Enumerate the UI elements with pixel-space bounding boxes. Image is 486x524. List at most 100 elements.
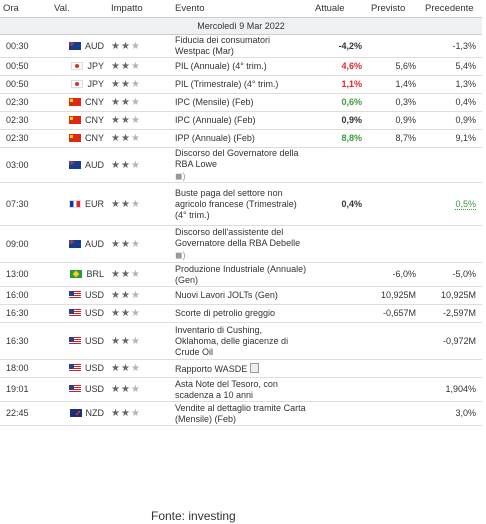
event-line: Nuovi Lavori JOLTs (Gen) (175, 290, 278, 300)
actual-cell: 4,6% (312, 57, 368, 76)
time-cell: 16:30 (0, 322, 51, 360)
time-cell: 09:00 (0, 225, 51, 263)
impact-star-icon: ★ (111, 363, 121, 374)
table-row[interactable]: 22:45 NZD ★★★ Vendite al dettaglio tramite … (0, 401, 482, 426)
impact-star-icon: ★ (111, 79, 121, 90)
flag-cn-icon (68, 116, 81, 124)
col-header-impact[interactable]: Impatto (108, 0, 172, 18)
impact-star-icon: ★ (111, 97, 121, 108)
impact-star-icon: ★ (120, 408, 131, 419)
event-cell[interactable]: Discorso del Governatore della RBA Lowe ◼) (172, 147, 312, 183)
previous-value: 3,0% (455, 408, 476, 418)
forecast-cell (368, 182, 422, 226)
impact-star-icon: ★ (111, 61, 121, 72)
event-cell[interactable]: Produzione Industriale (Annuale) (Gen) (172, 262, 312, 287)
table-row[interactable]: 19:01 USD ★★★ Asta Note del Tesoro, con scad… (0, 377, 482, 402)
impact-star-icon: ★ (120, 115, 131, 126)
col-header-currency[interactable]: Val. (51, 0, 108, 18)
currency-code: CNY (84, 97, 104, 107)
forecast-cell: 5,6% (368, 57, 422, 76)
col-header-previous[interactable]: Precedente (422, 0, 482, 18)
event-line: Rapporto WASDE (175, 363, 248, 374)
previous-value: 5,4% (455, 61, 476, 71)
table-row[interactable]: 03:00 AUD ★★★ Discorso del Governatore dell… (0, 147, 482, 183)
previous-value: 1,3% (455, 79, 476, 89)
economic-calendar-table: Ora Val. Impatto Evento Attuale Previsto… (0, 0, 482, 426)
table-row[interactable]: 16:00 USD ★★★ Nuovi Lavori JOLTs (Gen) 10,92… (0, 286, 482, 305)
currency-cell: BRL (51, 262, 108, 287)
actual-value: 0,6% (341, 97, 362, 107)
time-cell: 02:30 (0, 93, 51, 112)
col-header-time[interactable]: Ora (0, 0, 51, 18)
forecast-cell (368, 147, 422, 183)
event-line: Crude Oil (175, 346, 214, 357)
event-cell[interactable]: Scorte di petrolio greggio (172, 304, 312, 323)
impact-cell: ★★★ (108, 75, 172, 94)
event-cell[interactable]: IPC (Annuale) (Feb) (172, 111, 312, 130)
col-header-actual[interactable]: Attuale (312, 0, 368, 18)
time-cell: 13:00 (0, 262, 51, 287)
impact-star-icon: ★ (111, 238, 121, 250)
flag-au-icon (68, 239, 81, 248)
document-icon[interactable] (250, 362, 260, 373)
currency-code: BRL (86, 269, 104, 279)
event-cell[interactable]: PIL (Annuale) (4° trim.) (172, 57, 312, 76)
actual-cell: 0,9% (312, 111, 368, 130)
event-line: IPC (Annuale) (Feb) (175, 115, 256, 125)
actual-cell (312, 359, 368, 378)
impact-cell: ★★★ (108, 182, 172, 226)
previous-value: -0,972M (442, 335, 476, 346)
actual-cell: 8,8% (312, 129, 368, 148)
event-line: Asta Note del Tesoro, con (175, 378, 278, 389)
table-row[interactable]: 18:00 USD ★★★ Rapporto WASDE (0, 359, 482, 378)
forecast-cell: 10,925M (368, 286, 422, 305)
event-cell[interactable]: IPP (Annuale) (Feb) (172, 129, 312, 148)
previous-value: 0,4% (455, 97, 476, 107)
table-row[interactable]: 09:00 AUD ★★★ Discorso dell'assistente del G… (0, 225, 482, 263)
impact-cell: ★★★ (108, 262, 172, 287)
table-row[interactable]: 16:30 USD ★★★ Inventario di Cushing, Oklahom… (0, 322, 482, 360)
currency-code: USD (84, 384, 104, 394)
event-cell[interactable]: Buste paga del settore non agricolo franc… (172, 182, 312, 226)
currency-code: JPY (87, 79, 104, 89)
previous-cell (422, 147, 482, 183)
event-cell[interactable]: Discorso dell'assistente del Governatore … (172, 225, 312, 263)
forecast-cell (368, 359, 422, 378)
impact-star-icon: ★ (130, 115, 141, 126)
time-cell: 18:00 (0, 359, 51, 378)
col-header-event[interactable]: Evento (172, 0, 312, 18)
event-cell[interactable]: IPC (Mensile) (Feb) (172, 93, 312, 112)
currency-code: USD (84, 290, 104, 300)
actual-cell (312, 401, 368, 426)
impact-star-icon: ★ (120, 198, 131, 210)
event-cell[interactable]: Nuovi Lavori JOLTs (Gen) (172, 286, 312, 305)
actual-cell (312, 286, 368, 305)
table-row[interactable]: 07:30 EUR ★★★ Buste paga del settore non agr… (0, 182, 482, 226)
event-cell[interactable]: Rapporto WASDE (172, 359, 312, 378)
event-cell[interactable]: Vendite al dettaglio tramite Carta (Mensi… (172, 401, 312, 426)
header-row: Ora Val. Impatto Evento Attuale Previsto… (0, 0, 482, 18)
col-header-forecast[interactable]: Previsto (368, 0, 422, 18)
currency-code: AUD (84, 159, 104, 170)
previous-cell: -1,3% (422, 34, 482, 58)
table-row[interactable]: 02:30 CNY ★★★ IPC (Annuale) (Feb) 0,9% 0,9% 0,… (0, 111, 482, 130)
event-cell[interactable]: Asta Note del Tesoro, con scadenza a 10 a… (172, 377, 312, 402)
impact-star-icon: ★ (130, 384, 141, 395)
event-line: Scorte di petrolio greggio (175, 308, 276, 318)
currency-cell: AUD (51, 34, 108, 58)
impact-cell: ★★★ (108, 129, 172, 148)
event-cell[interactable]: Inventario di Cushing, Oklahoma, delle gi… (172, 322, 312, 360)
impact-star-icon: ★ (111, 269, 121, 280)
impact-cell: ★★★ (108, 57, 172, 76)
event-cell[interactable]: PIL (Trimestrale) (4° trim.) (172, 75, 312, 94)
table-row[interactable]: 02:30 CNY ★★★ IPC (Mensile) (Feb) 0,6% 0,3% 0,… (0, 93, 482, 112)
table-row[interactable]: 00:30 AUD ★★★ Fiducia dei consumatori Westpa… (0, 34, 482, 58)
event-line: scadenza a 10 anni (175, 389, 254, 400)
table-row[interactable]: 13:00 BRL ★★★ Produzione Industriale (Annua… (0, 262, 482, 287)
table-row[interactable]: 02:30 CNY ★★★ IPP (Annuale) (Feb) 8,8% 8,7% 9,… (0, 129, 482, 148)
table-row[interactable]: 16:30 USD ★★★ Scorte di petrolio greggio -0,… (0, 304, 482, 323)
table-row[interactable]: 00:50 JPY ★★★ PIL (Annuale) (4° trim.) 4,6% 5… (0, 57, 482, 76)
table-row[interactable]: 00:50 JPY ★★★ PIL (Trimestrale) (4° trim.) 1… (0, 75, 482, 94)
event-cell[interactable]: Fiducia dei consumatori Westpac (Mar) (172, 34, 312, 58)
impact-cell: ★★★ (108, 322, 172, 360)
